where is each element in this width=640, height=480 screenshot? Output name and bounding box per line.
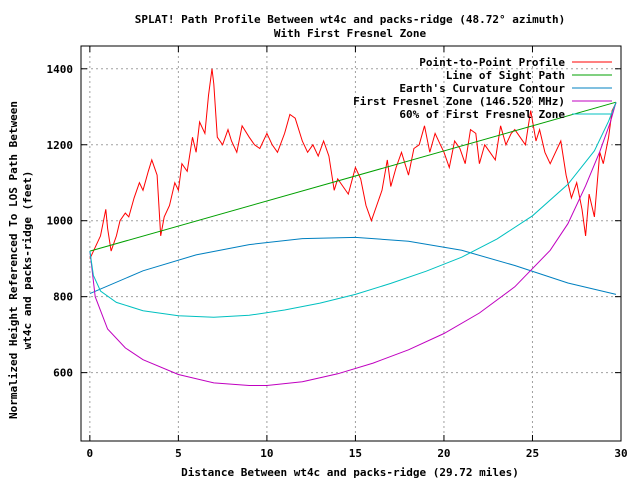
y-tick-label: 800 xyxy=(53,291,73,304)
legend-label: Line of Sight Path xyxy=(446,69,565,82)
series-layer xyxy=(89,68,617,386)
x-tick-label: 15 xyxy=(349,447,362,460)
legend-label: First Fresnel Zone (146.520 MHz) xyxy=(353,95,565,108)
x-tick-label: 25 xyxy=(526,447,539,460)
y-axis-label-line2: wt4c and packs-ridge (feet) xyxy=(21,171,34,350)
plot-frame xyxy=(80,45,622,442)
y-tick-label: 1000 xyxy=(47,215,74,228)
y-tick-label: 600 xyxy=(53,367,73,380)
x-tick-label: 10 xyxy=(260,447,273,460)
x-tick-label: 5 xyxy=(175,447,182,460)
legend-label: Point-to-Point Profile xyxy=(419,56,565,69)
series-line-0 xyxy=(89,68,617,259)
series-line-2 xyxy=(89,236,617,295)
x-tick-label: 30 xyxy=(614,447,627,460)
legend-label: Earth's Curvature Contour xyxy=(399,82,565,95)
y-tick-label: 1200 xyxy=(47,139,74,152)
x-tick-label: 0 xyxy=(87,447,94,460)
chart-subtitle: With First Fresnel Zone xyxy=(274,27,427,40)
legend-label: 60% of First Fresnel Zone xyxy=(399,108,565,121)
series-line-4 xyxy=(89,102,617,318)
chart-title: SPLAT! Path Profile Between wt4c and pac… xyxy=(135,13,565,26)
x-axis-label: Distance Between wt4c and packs-ridge (2… xyxy=(181,466,519,479)
tick-layer: 0 5 10 15 20 25 30 600 800 1000 1200 1400 xyxy=(47,46,628,460)
y-axis-label-line1: Normalized Height Referenced To LOS Path… xyxy=(7,101,20,419)
series-line-3 xyxy=(89,102,617,386)
x-tick-label: 20 xyxy=(437,447,450,460)
y-tick-label: 1400 xyxy=(47,63,74,76)
series-line-1 xyxy=(89,101,617,252)
